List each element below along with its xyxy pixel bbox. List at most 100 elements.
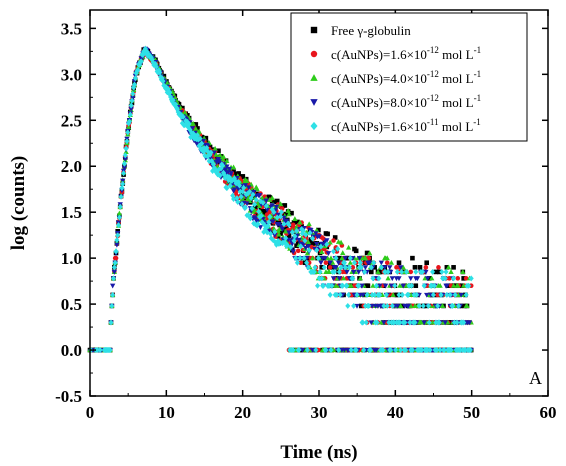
data-point xyxy=(269,203,275,209)
data-point xyxy=(346,264,352,271)
data-point xyxy=(325,231,330,237)
data-point xyxy=(111,264,117,271)
data-point xyxy=(357,275,364,281)
data-point xyxy=(444,283,450,289)
data-point xyxy=(286,230,292,236)
x-tick-label: 0 xyxy=(86,403,95,422)
data-point xyxy=(273,241,279,248)
data-point xyxy=(153,63,159,70)
data-point xyxy=(116,210,123,216)
data-point xyxy=(251,189,257,195)
data-point xyxy=(209,157,215,164)
data-point xyxy=(388,283,395,289)
data-point xyxy=(297,219,303,225)
data-point xyxy=(131,81,138,88)
data-point xyxy=(326,269,332,274)
data-point xyxy=(107,347,113,354)
data-point xyxy=(230,192,236,199)
data-point xyxy=(333,265,339,271)
data-point xyxy=(445,319,451,325)
data-point xyxy=(372,265,377,270)
data-point xyxy=(400,303,405,309)
data-point xyxy=(366,250,373,256)
y-axis-title: log (counts) xyxy=(8,156,29,250)
data-point xyxy=(439,268,445,275)
data-point xyxy=(324,241,330,248)
data-point xyxy=(281,221,287,228)
data-point xyxy=(267,197,273,202)
data-point xyxy=(115,232,121,239)
data-point xyxy=(235,198,241,205)
legend-marker xyxy=(310,74,318,81)
data-point xyxy=(383,291,389,298)
data-point xyxy=(313,347,319,354)
data-point xyxy=(382,283,389,289)
data-point xyxy=(121,165,128,171)
data-point xyxy=(400,264,406,270)
data-point xyxy=(392,282,398,289)
data-point xyxy=(237,188,243,195)
data-point xyxy=(224,185,230,192)
data-point xyxy=(208,149,214,156)
data-point xyxy=(358,264,364,271)
data-point xyxy=(272,228,278,235)
data-point xyxy=(298,243,304,250)
data-point xyxy=(366,302,372,309)
data-point xyxy=(408,303,414,309)
data-point xyxy=(245,190,251,197)
data-point xyxy=(334,291,340,298)
data-point xyxy=(282,239,288,246)
data-point xyxy=(216,148,221,154)
data-point xyxy=(440,303,446,309)
y-tick-label: 2.0 xyxy=(61,157,82,176)
data-point xyxy=(217,152,223,158)
data-point xyxy=(356,269,362,275)
data-point xyxy=(341,347,348,353)
data-point xyxy=(454,319,460,326)
data-point xyxy=(412,265,418,270)
data-point xyxy=(231,187,238,193)
data-point xyxy=(313,231,319,237)
data-point xyxy=(269,195,275,201)
data-point xyxy=(335,260,342,266)
data-point xyxy=(358,303,364,309)
data-point xyxy=(419,347,425,354)
x-axis-title: Time (ns) xyxy=(280,442,357,463)
data-point xyxy=(435,292,440,298)
data-point xyxy=(370,275,376,282)
data-point xyxy=(424,260,430,266)
data-point xyxy=(314,247,320,254)
data-point xyxy=(278,209,284,216)
data-point xyxy=(467,347,473,354)
data-point xyxy=(319,249,325,255)
data-point xyxy=(227,182,233,189)
data-point xyxy=(339,255,345,261)
data-point xyxy=(264,229,270,236)
data-point xyxy=(398,303,404,309)
data-point xyxy=(389,276,395,282)
data-point xyxy=(385,275,391,281)
data-point xyxy=(117,203,123,210)
data-point xyxy=(294,233,301,239)
data-point xyxy=(256,203,263,209)
data-point xyxy=(203,146,209,153)
data-point xyxy=(222,168,228,174)
data-point xyxy=(301,226,307,231)
data-point xyxy=(294,227,300,234)
data-point xyxy=(217,172,223,179)
data-point xyxy=(267,213,273,220)
data-point xyxy=(128,106,134,112)
data-point xyxy=(330,276,337,282)
data-point xyxy=(381,302,387,309)
data-point xyxy=(220,156,226,162)
data-point xyxy=(257,214,263,220)
data-point xyxy=(289,210,294,216)
data-point xyxy=(299,347,306,353)
data-point xyxy=(231,195,237,202)
data-point xyxy=(360,292,366,298)
x-tick-label: 60 xyxy=(540,403,557,422)
data-point xyxy=(393,347,399,354)
data-point xyxy=(144,48,150,55)
data-point xyxy=(295,248,301,254)
data-point xyxy=(368,269,374,275)
